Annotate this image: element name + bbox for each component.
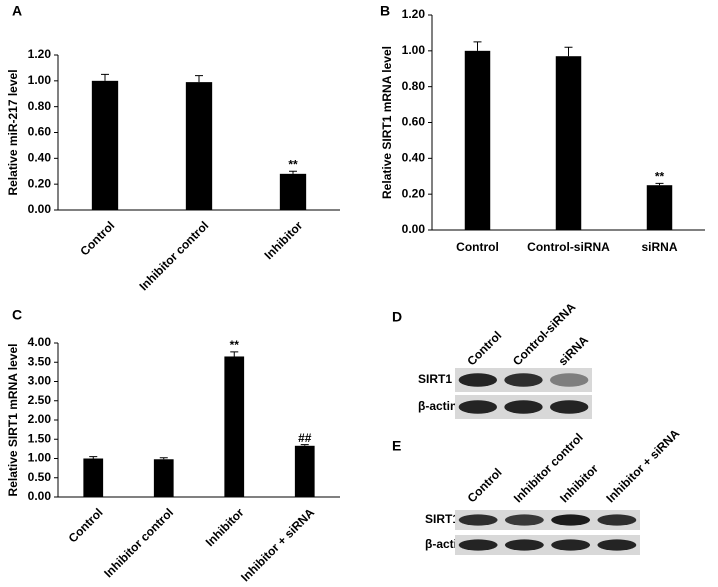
blot-band: [504, 514, 544, 526]
y-tick-label: 2.50: [28, 393, 52, 407]
y-tick-label: 0.00: [402, 222, 426, 236]
y-tick-label: 0.60: [28, 125, 52, 139]
x-tick-label: Inhibitor control: [101, 505, 176, 580]
bar: [279, 173, 307, 210]
x-tick-label: Control: [456, 240, 499, 254]
error-bar: [159, 457, 168, 460]
significance-marker: ##: [298, 431, 312, 445]
blot-band: [504, 400, 543, 414]
error-bar: [230, 351, 239, 357]
lane-label: Inhibitor: [557, 461, 601, 505]
lane-label: Control: [464, 328, 504, 368]
bar: [224, 356, 245, 497]
significance-marker: **: [230, 338, 240, 352]
y-tick-label: 2.00: [28, 412, 52, 426]
x-tick-label: Control: [77, 218, 117, 258]
blot-background: [455, 535, 640, 555]
panel-label: D: [392, 309, 402, 325]
bar: [555, 56, 582, 231]
x-tick-label: Inhibitor + siRNA: [238, 505, 317, 584]
x-tick-label: siRNA: [641, 240, 677, 254]
y-tick-label: 1.50: [28, 431, 52, 445]
y-tick-label: 3.00: [28, 374, 52, 388]
error-bar: [300, 444, 309, 446]
y-tick-label: 1.00: [28, 73, 52, 87]
blot-background: [455, 510, 640, 530]
y-tick-label: 0.80: [28, 99, 52, 113]
blot-band: [504, 539, 544, 551]
bar: [185, 82, 213, 210]
significance-marker: **: [655, 170, 665, 184]
blot-band: [458, 400, 498, 414]
error-bar: [101, 73, 109, 81]
blot-band: [551, 539, 591, 551]
lane-label: Control: [465, 465, 505, 505]
y-tick-label: 1.20: [28, 47, 52, 61]
panel-label: A: [12, 3, 22, 19]
bar: [91, 80, 119, 210]
bar: [153, 459, 174, 497]
y-tick-label: 0.40: [28, 151, 52, 165]
row-label: SIRT1: [418, 372, 452, 386]
panel-label: B: [380, 3, 390, 19]
bar: [646, 185, 673, 230]
x-tick-label: Control-siRNA: [527, 240, 610, 254]
blot-band: [458, 514, 498, 526]
lane-label: Inhibitor + siRNA: [603, 426, 682, 505]
blot-band: [549, 373, 589, 387]
y-axis-label: Relative SIRT1 mRNA level: [380, 46, 394, 199]
blot-band: [458, 539, 498, 551]
error-bar: [195, 75, 203, 83]
row-label: SIRT1: [425, 512, 459, 526]
blot-band: [549, 400, 589, 414]
y-tick-label: 0.80: [402, 79, 426, 93]
blot-band: [458, 373, 498, 387]
x-tick-label: Inhibitor: [262, 218, 306, 262]
bar: [294, 445, 315, 497]
x-tick-label: Inhibitor: [203, 505, 247, 549]
y-tick-label: 0.20: [402, 186, 426, 200]
y-tick-label: 3.50: [28, 354, 52, 368]
y-tick-label: 1.20: [402, 7, 426, 21]
y-tick-label: 1.00: [28, 451, 52, 465]
blot-band: [597, 514, 637, 526]
row-label: β-actin: [425, 537, 464, 551]
y-tick-label: 0.00: [28, 202, 52, 216]
panel-label: E: [392, 438, 401, 454]
error-bar: [289, 170, 297, 174]
significance-marker: **: [288, 157, 298, 171]
y-tick-label: 0.20: [28, 176, 52, 190]
y-tick-label: 0.60: [402, 115, 426, 129]
lane-label: siRNA: [556, 333, 592, 369]
y-tick-label: 0.00: [28, 489, 52, 503]
panel-label: C: [12, 307, 22, 323]
bar: [83, 458, 104, 497]
error-bar: [564, 46, 573, 57]
x-tick-label: Inhibitor control: [136, 218, 211, 293]
bar: [464, 50, 491, 231]
blot-band: [504, 373, 543, 387]
error-bar: [473, 41, 482, 51]
blot-band: [551, 514, 591, 526]
row-label: β-actin: [418, 399, 457, 413]
y-tick-label: 4.00: [28, 335, 52, 349]
x-tick-label: Control: [66, 505, 106, 545]
y-tick-label: 0.40: [402, 151, 426, 165]
blot-band: [597, 539, 637, 551]
error-bar: [89, 456, 98, 459]
y-axis-label: Relative miR-217 level: [6, 69, 20, 195]
y-tick-label: 0.50: [28, 470, 52, 484]
y-axis-label: Relative SIRT1 mRNA level: [6, 344, 20, 497]
y-tick-label: 1.00: [402, 43, 426, 57]
error-bar: [655, 182, 664, 186]
